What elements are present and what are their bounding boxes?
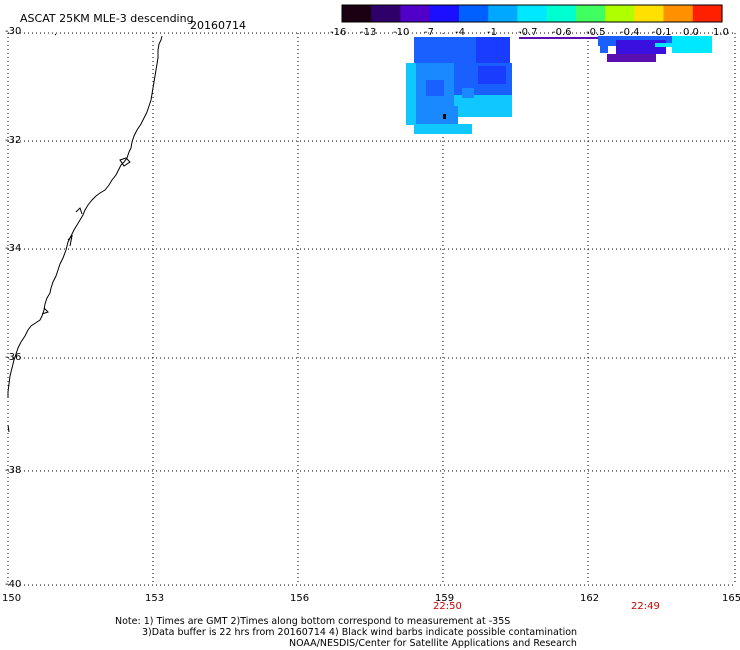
- colorbar-segment: [517, 5, 548, 22]
- mle-cell: [414, 124, 472, 134]
- plot-border: [7, 32, 736, 586]
- swath-2-cells: [598, 36, 712, 62]
- map-mark: [54, 33, 57, 36]
- mle-strip: [519, 37, 601, 39]
- mle-cell: [600, 45, 608, 53]
- colorbar-tick-label: -0.7: [518, 27, 538, 38]
- colorbar-segment: [458, 5, 489, 22]
- colorbar-segment: [663, 5, 694, 22]
- lat-label: -34: [5, 243, 22, 254]
- lon-label: 159: [435, 593, 455, 604]
- swath-time-label: 22:49: [631, 601, 660, 612]
- mle-cell: [454, 95, 512, 117]
- product-title: ASCAT 25KM MLE-3 descending: [20, 12, 194, 25]
- note-line-2: 3)Data buffer is 22 hrs from 20160714 4)…: [142, 627, 578, 638]
- lat-label: -32: [5, 135, 22, 146]
- mle-cell: [655, 43, 672, 47]
- mle-cell: [414, 37, 478, 65]
- coastline-lake: [119, 157, 131, 167]
- lon-label: 165: [722, 593, 740, 604]
- colorbar-segment: [692, 5, 723, 22]
- graticule: [8, 33, 735, 585]
- lat-label: -40: [5, 579, 22, 590]
- mle-cell: [462, 88, 474, 98]
- mle-cell: [476, 37, 510, 63]
- colorbar-tick-label: -0.1: [652, 27, 672, 38]
- mle-cell: [426, 80, 444, 96]
- colorbar-segment: [634, 5, 665, 22]
- lon-label: 153: [145, 593, 165, 604]
- colorbar-segment: [429, 5, 460, 22]
- colorbar: [341, 4, 723, 23]
- swath-time-label: 22:50: [433, 601, 462, 612]
- colorbar-tick-label: -10: [393, 27, 410, 38]
- mle-cell: [616, 40, 666, 54]
- date-label: 20160714: [190, 19, 246, 32]
- colorbar-segment: [400, 5, 431, 22]
- lon-label: 162: [580, 593, 600, 604]
- colorbar-tick-label: -1: [487, 27, 497, 38]
- colorbar-segment: [605, 5, 635, 22]
- mle-cell: [478, 66, 506, 84]
- colorbar-tick-label: -4: [455, 27, 465, 38]
- colorbar-border: [341, 4, 723, 23]
- colorbar-tick-label: -0.5: [586, 27, 606, 38]
- coastline-fragment: [7, 424, 10, 433]
- lat-label: -30: [5, 26, 22, 37]
- coastline-inlet: [41, 207, 83, 315]
- colorbar-segment: [342, 5, 372, 22]
- lat-label: -36: [5, 352, 22, 363]
- colorbar-segment: [575, 5, 606, 22]
- mle-cell: [607, 54, 656, 62]
- swath-1-cells: [406, 37, 512, 134]
- colorbar-tick-label: -0.6: [552, 27, 572, 38]
- note-line-3: NOAA/NESDIS/Center for Satellite Applica…: [289, 638, 577, 649]
- colorbar-tick-label: -0.4: [620, 27, 640, 38]
- mle-cell: [672, 36, 712, 53]
- colorbar-segment: [488, 5, 518, 22]
- colorbar-segment: [371, 5, 401, 22]
- lon-label: 156: [290, 593, 310, 604]
- lon-label: 150: [2, 593, 22, 604]
- note-line-1: Note: 1) Times are GMT 2)Times along bot…: [115, 616, 511, 627]
- colorbar-segment: [546, 5, 577, 22]
- coastline: [7, 35, 163, 398]
- colorbar-tick-label: -16: [330, 27, 347, 38]
- mle-cell: [406, 63, 418, 125]
- mle-cell: [416, 106, 458, 126]
- colorbar-tick-label: 0.0: [683, 27, 699, 38]
- mle-cell: [443, 114, 446, 119]
- lat-label: -38: [5, 465, 22, 476]
